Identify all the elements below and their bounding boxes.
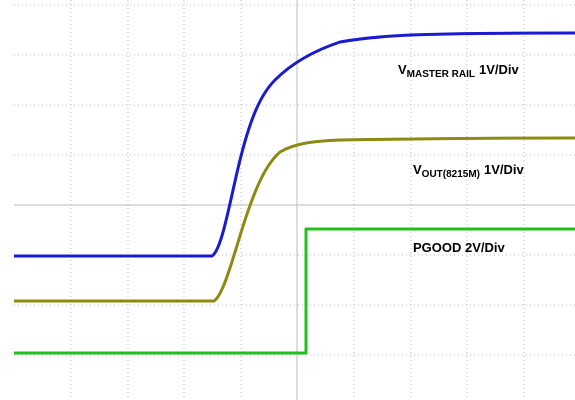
- label-sub: OUT(8215M): [422, 169, 480, 180]
- grid: [14, 0, 575, 400]
- pgood-trace: [14, 227, 575, 355]
- label-main: V: [413, 162, 422, 177]
- master-rail-trace: [14, 31, 575, 258]
- vout-trace: [14, 136, 575, 303]
- label-sub: MASTER RAIL: [407, 69, 475, 80]
- vout-label: VOUT(8215M) 1V/Div: [413, 162, 525, 180]
- master-rail-label: VMASTER RAIL 1V/Div: [398, 62, 520, 80]
- label-main: V: [398, 62, 407, 77]
- label-scale: 1V/Div: [479, 62, 520, 77]
- pgood-label: PGOOD 2V/Div: [413, 240, 506, 255]
- label-scale: 1V/Div: [484, 162, 525, 177]
